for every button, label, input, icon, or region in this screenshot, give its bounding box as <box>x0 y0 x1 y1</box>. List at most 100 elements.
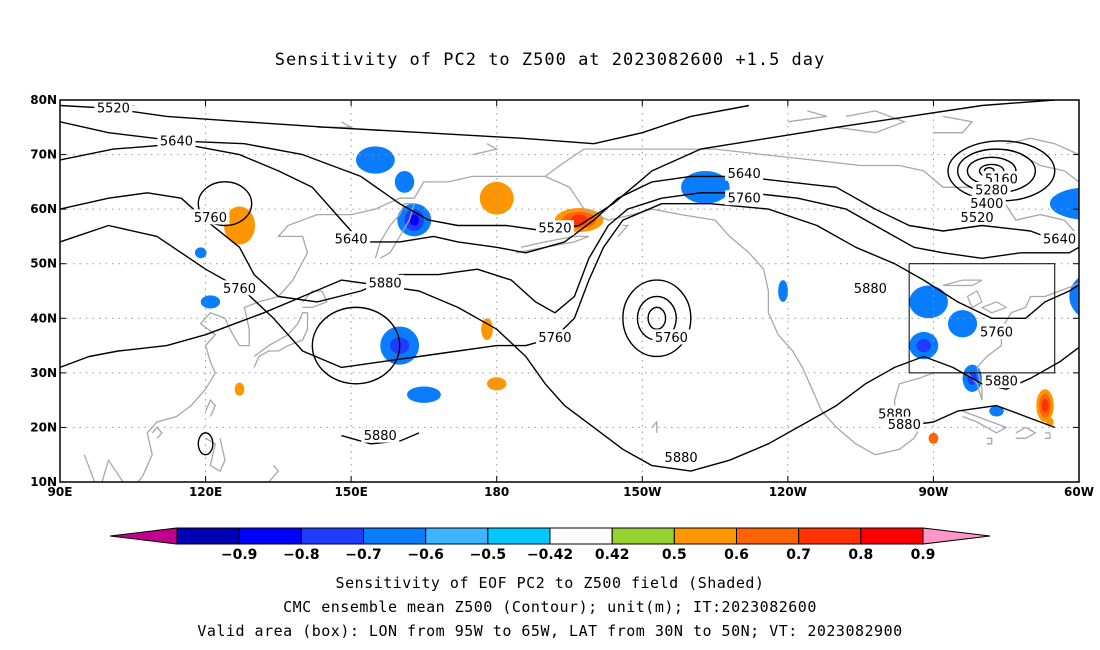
contour-label-bg <box>958 209 997 225</box>
z500-contour <box>60 104 750 145</box>
colorbar-label: 0.9 <box>911 547 936 563</box>
lat-tick-label: 80N <box>30 93 57 107</box>
z500-contour <box>60 203 1079 369</box>
colorbar-box <box>176 527 240 545</box>
sensitivity-patch <box>394 170 415 193</box>
sensitivity-patch <box>194 247 207 259</box>
lon-tick-label: 120W <box>769 485 807 499</box>
contour-label: 5760 <box>980 325 1013 340</box>
coastline <box>617 224 630 237</box>
coastlines <box>83 100 1098 482</box>
colorbar-label: 0.7 <box>786 547 811 563</box>
lat-tick-label: 20N <box>30 420 57 434</box>
colorbar-low-extension <box>109 527 178 545</box>
colorbar-label: 0.8 <box>848 547 873 563</box>
z500-contour <box>60 192 1079 314</box>
contour-label-bg <box>366 274 405 290</box>
coastline <box>986 437 993 445</box>
sensitivity-patch <box>1049 187 1079 220</box>
colorbar-label: −0.7 <box>345 547 382 563</box>
coastline <box>472 143 499 156</box>
coastline <box>205 398 217 417</box>
contour-label: 5880 <box>854 282 887 297</box>
colorbar-box <box>487 527 551 545</box>
colorbar-box <box>798 527 862 545</box>
axis-ticks: 90E 120E 150E 180 150W 120W 90W 60W 10N 20N 30N 40N… <box>30 93 1094 499</box>
contour-label-bg <box>662 449 701 465</box>
colorbar-label: −0.42 <box>527 547 573 563</box>
contour-label-bg <box>1040 231 1079 247</box>
coastline <box>151 426 163 439</box>
contour-label-bg <box>535 220 574 236</box>
map-title: Sensitivity of PC2 to Z500 at 2023082600… <box>274 50 826 70</box>
lon-tick-label: 90E <box>48 485 73 499</box>
contour-label: 5760 <box>728 192 761 207</box>
contour-label: 5880 <box>665 451 698 466</box>
lon-tick-label: 90W <box>918 485 948 499</box>
contour-label: 5880 <box>364 429 397 444</box>
sensitivity-patch <box>487 377 507 391</box>
colorbar-box <box>673 527 737 545</box>
caption-line-2: CMC ensemble mean Z500 (Contour); unit(m… <box>283 598 817 616</box>
map-border <box>59 99 1080 483</box>
z500-closed-contour <box>622 279 692 358</box>
colorbar-label: 0.6 <box>724 547 749 563</box>
sensitivity-patch <box>947 310 978 338</box>
z500-contour <box>60 143 1079 254</box>
colorbar-box <box>425 527 489 545</box>
colorbar-box <box>611 527 675 545</box>
lon-tick-label: 120E <box>189 485 222 499</box>
contour-label: 5640 <box>160 134 193 149</box>
coastline <box>787 110 827 123</box>
contour-label: 5280 <box>975 184 1008 199</box>
z500-closed-contour <box>197 432 214 456</box>
contour-label-bg <box>851 280 890 296</box>
z500-contour <box>60 100 1055 232</box>
great-lake <box>966 290 983 309</box>
sensitivity-patch <box>909 285 948 319</box>
z500-closed-contour <box>197 181 253 227</box>
sensitivity-patch <box>989 405 1004 417</box>
lat-tick-label: 50N <box>30 257 57 271</box>
gridlines <box>60 100 1079 482</box>
contour-label: 5520 <box>961 211 994 226</box>
contour-label-bg <box>332 231 371 247</box>
coastline <box>1015 426 1037 439</box>
z500-closed-contour <box>311 306 401 385</box>
sensitivity-patch <box>355 146 395 174</box>
colorbar-box <box>300 527 365 545</box>
colorbar-label: −0.6 <box>407 547 444 563</box>
coastline <box>374 203 416 259</box>
contour-label-bg <box>191 209 230 225</box>
colorbar-label: −0.9 <box>221 547 258 563</box>
contour-label-bg <box>652 329 691 345</box>
colorbar-box <box>238 527 302 545</box>
contour-label: 5760 <box>538 331 571 346</box>
contour-label-bg <box>725 165 764 181</box>
lon-tick-label: 150E <box>335 485 368 499</box>
colorbar-box <box>736 527 800 545</box>
caption-line-3: Valid area (box): LON from 95W to 65W, L… <box>197 622 903 640</box>
colorbar-box <box>363 527 427 545</box>
sensitivity-patch <box>234 382 245 396</box>
colorbar-box <box>860 527 924 545</box>
coastline <box>205 437 226 473</box>
coastline <box>83 175 546 482</box>
contour-labels: 5520 5640 5760 5640 5760 5880 5520 5760 5880 5760… <box>94 100 1079 466</box>
coastline <box>1006 137 1079 183</box>
contour-label: 5880 <box>369 276 402 291</box>
coastline <box>1079 269 1098 280</box>
contour-label-bg <box>361 427 400 443</box>
colorbar-label: −0.5 <box>470 547 507 563</box>
contour-label-bg <box>982 373 1021 389</box>
colorbar-label: 0.42 <box>595 547 630 563</box>
sensitivity-patch <box>406 386 441 403</box>
sensitivity-patch <box>409 214 420 226</box>
colorbar-label: −0.8 <box>283 547 320 563</box>
coastline <box>1045 432 1051 439</box>
sensitivity-patch <box>1084 209 1100 231</box>
contour-label-bg <box>967 195 1006 211</box>
contour-label: 5880 <box>985 375 1018 390</box>
coastline <box>836 110 907 134</box>
